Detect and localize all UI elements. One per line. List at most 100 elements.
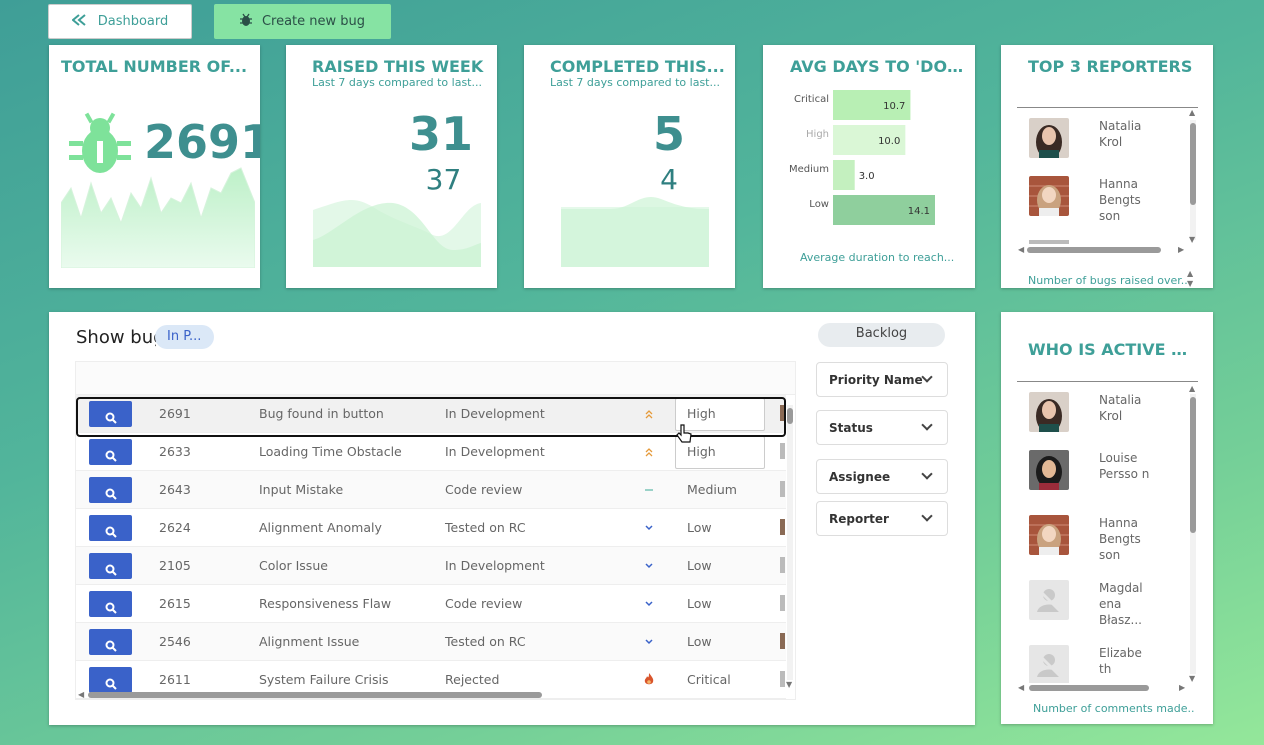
active-item[interactable]: Louise Persso n	[1029, 450, 1157, 490]
bug-name: System Failure Crisis	[259, 672, 389, 687]
table-row[interactable]: 2691 Bug found in button In Development Hig…	[76, 395, 786, 433]
filter-reporter-label: Reporter	[829, 511, 889, 526]
kpi-completed-title: COMPLETED THIS...	[550, 57, 725, 76]
dashboard-button[interactable]: Dashboard	[48, 4, 192, 39]
status-chip[interactable]: In P...	[155, 325, 214, 349]
active-item[interactable]: Elizabe th	[1029, 645, 1157, 685]
assignee-avatar-partial	[780, 481, 785, 497]
bug-name: Input Mistake	[259, 482, 344, 497]
scroll-right-icon[interactable]: ▶	[1179, 683, 1186, 692]
view-bug-button[interactable]	[89, 515, 132, 541]
active-item[interactable]: Magdal ena Błasz...	[1029, 580, 1157, 628]
active-horizontal-scrollbar[interactable]	[1029, 685, 1149, 691]
avatar	[1029, 176, 1069, 216]
search-icon	[105, 564, 117, 579]
priority-input[interactable]	[675, 398, 765, 431]
view-bug-button[interactable]	[89, 591, 132, 617]
view-bug-button[interactable]	[89, 629, 132, 655]
table-row[interactable]: 2633 Loading Time Obstacle In Development H…	[76, 433, 786, 471]
bar-value-label: 10.0	[878, 136, 900, 147]
scroll-down-icon[interactable]: ▼	[1189, 235, 1196, 244]
bug-icon	[67, 111, 133, 181]
bug-status: In Development	[445, 406, 545, 421]
filter-priority[interactable]: Priority Name	[816, 362, 948, 397]
search-icon	[105, 640, 117, 655]
avatar	[1029, 515, 1069, 555]
category-label: High	[806, 129, 829, 140]
bar-critical[interactable]	[833, 90, 911, 120]
table-row[interactable]: 2643 Input Mistake Code review Medium	[76, 471, 786, 509]
search-icon	[105, 602, 117, 617]
kpi-completed-subtitle: Last 7 days compared to last...	[550, 76, 720, 89]
view-bug-button[interactable]	[89, 553, 132, 579]
filter-priority-label: Priority Name	[829, 372, 923, 387]
bug-id: 2615	[159, 596, 191, 611]
kpi-raised-subtitle: Last 7 days compared to last...	[312, 76, 482, 89]
reporter-name: Natalia Krol	[1099, 119, 1142, 149]
active-item[interactable]: Natalia Krol	[1029, 392, 1157, 432]
active-name: Magdal ena Błasz...	[1099, 581, 1143, 627]
active-name: Natalia Krol	[1099, 393, 1142, 423]
table-scroll-down-icon[interactable]: ▼	[786, 680, 793, 689]
bar-value-label: 10.7	[883, 101, 905, 112]
footer-scroll-up-icon[interactable]: ▲	[1187, 269, 1194, 278]
scroll-up-icon[interactable]: ▲	[1189, 384, 1196, 393]
reporter-item[interactable]: Hanna Bengts son	[1029, 176, 1157, 224]
avg-days-footer-link[interactable]: Average duration to reach...	[800, 251, 955, 264]
bug-id: 2643	[159, 482, 191, 497]
filter-assignee[interactable]: Assignee	[816, 459, 948, 494]
filter-reporter[interactable]: Reporter	[816, 501, 948, 536]
table-row[interactable]: 2105 Color Issue In Development Low	[76, 547, 786, 585]
reporters-vertical-scrollbar[interactable]	[1190, 120, 1196, 240]
scroll-left-icon[interactable]: ◀	[1018, 683, 1025, 692]
scroll-down-icon[interactable]: ▼	[1189, 674, 1196, 683]
bug-name: Responsiveness Flaw	[259, 596, 392, 611]
bug-status: Rejected	[445, 672, 500, 687]
search-icon	[105, 488, 117, 503]
category-label: Low	[809, 199, 829, 210]
view-bug-button[interactable]	[89, 401, 132, 427]
active-item[interactable]: Hanna Bengts son	[1029, 515, 1157, 563]
reporters-horizontal-scrollbar[interactable]	[1027, 247, 1161, 253]
bug-priority: Low	[687, 596, 712, 611]
view-bug-button[interactable]	[89, 667, 132, 693]
create-bug-button[interactable]: Create new bug	[214, 4, 391, 39]
table-row[interactable]: 2546 Alignment Issue Tested on RC Low	[76, 623, 786, 661]
kpi-raised-sparkline	[313, 199, 481, 267]
bug-id: 2546	[159, 634, 191, 649]
bar-medium[interactable]	[833, 160, 855, 190]
bug-priority: Low	[687, 634, 712, 649]
priority-double-chevron-up-icon	[644, 407, 654, 422]
backlog-pill[interactable]: Backlog	[818, 323, 945, 347]
priority-fire-icon	[644, 673, 654, 688]
table-row[interactable]: 2615 Responsiveness Flaw Code review Low	[76, 585, 786, 623]
active-footer-link[interactable]: Number of comments made..	[1033, 702, 1195, 715]
bar-high[interactable]	[833, 125, 906, 155]
scroll-left-icon[interactable]: ◀	[1018, 245, 1025, 254]
view-bug-button[interactable]	[89, 439, 132, 465]
kpi-completed-sparkline	[561, 196, 709, 267]
reporter-item[interactable]: Natalia Krol	[1029, 118, 1157, 158]
category-label: Critical	[794, 94, 829, 105]
bug-name: Color Issue	[259, 558, 328, 573]
filter-status[interactable]: Status	[816, 410, 948, 445]
footer-scroll-down-icon[interactable]: ▼	[1187, 279, 1194, 288]
table-horizontal-scrollbar[interactable]	[88, 692, 542, 698]
table-scroll-left-icon[interactable]: ◀	[78, 690, 85, 699]
search-icon	[105, 678, 117, 693]
bar-low[interactable]	[833, 195, 935, 225]
scroll-up-icon[interactable]: ▲	[1189, 108, 1196, 117]
bug-priority: Critical	[687, 672, 731, 687]
table-vertical-scrollbar[interactable]	[787, 405, 793, 680]
top-reporters-card: TOP 3 REPORTERS Natalia Krol Hanna Bengt…	[1001, 45, 1213, 288]
active-name: Louise Persso n	[1099, 451, 1150, 481]
bug-priority: Medium	[687, 482, 737, 497]
reporter-item-partial	[1029, 240, 1069, 244]
view-bug-button[interactable]	[89, 477, 132, 503]
scroll-right-icon[interactable]: ▶	[1178, 245, 1185, 254]
priority-chevron-down-icon	[644, 635, 654, 650]
table-row[interactable]: 2624 Alignment Anomaly Tested on RC Low	[76, 509, 786, 547]
active-vertical-scrollbar[interactable]	[1190, 394, 1196, 674]
assignee-avatar-partial	[780, 557, 785, 573]
top-reporters-footer-link[interactable]: Number of bugs raised over...	[1028, 274, 1192, 287]
